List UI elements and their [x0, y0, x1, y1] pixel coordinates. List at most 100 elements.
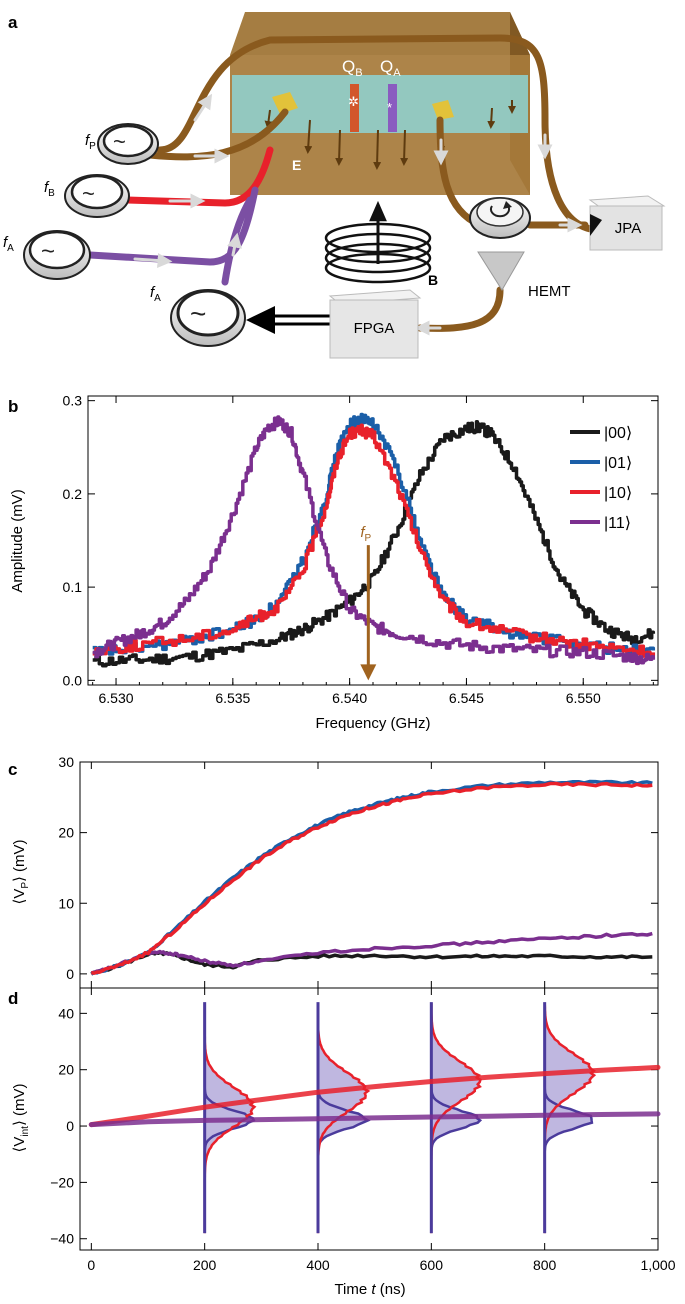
series-line-d — [88, 1064, 661, 1128]
series-line-b — [92, 423, 656, 658]
panel-label-c: c — [8, 760, 17, 779]
x-tick-label-b: 6.545 — [449, 690, 484, 706]
source-fp: ~ fP — [85, 123, 159, 165]
field-b-label: B — [428, 272, 438, 288]
x-tick-label-d: 0 — [87, 1257, 95, 1273]
y-tick-label-d: −40 — [50, 1231, 74, 1247]
sine-wave-icon: ~ — [113, 129, 126, 154]
qubit-a-label: QA — [380, 57, 401, 79]
y-tick-label-b: 0.3 — [63, 393, 83, 409]
x-axis-label-b: Frequency (GHz) — [315, 715, 430, 732]
cavity-box: ✲ * E QB QA — [230, 12, 530, 195]
cable-hemt-fpga — [416, 286, 504, 332]
circulator — [469, 197, 531, 239]
hemt-amplifier: HEMT — [477, 251, 571, 300]
cable-top-loop — [156, 34, 604, 234]
legend-label-b: |11⟩ — [604, 515, 631, 532]
fp-marker-label: fP — [360, 524, 371, 544]
x-axis-label-d: Time t (ns) — [334, 1281, 405, 1298]
circulator-arrow-icon — [490, 205, 510, 218]
fp-marker: fP — [360, 524, 377, 681]
y-tick-label-c: 10 — [58, 895, 74, 911]
y-tick-label-d: 0 — [66, 1118, 74, 1134]
hemt-label: HEMT — [528, 283, 571, 300]
legend-label-b: |00⟩ — [604, 425, 632, 442]
series-line-c — [90, 950, 653, 976]
panel-b-chart: b 6.530 6.535 6.540 6.545 6.5500.00.10.20.3 … — [8, 393, 659, 732]
jpa-port-icon — [590, 214, 602, 236]
source-fb-label: fB — [44, 179, 55, 199]
x-tick-label-b: 6.540 — [332, 690, 367, 706]
sine-wave-icon: ~ — [41, 238, 55, 265]
jpa-label: JPA — [615, 220, 641, 237]
x-tick-label-b: 6.550 — [566, 690, 601, 706]
series-line-b — [92, 420, 656, 668]
sine-wave-icon: ~ — [82, 181, 95, 206]
fpga-box: FPGA — [328, 289, 422, 359]
x-tick-label-b: 6.535 — [215, 690, 250, 706]
source-fb: ~ fB — [44, 174, 130, 218]
fp-marker-arrowhead — [360, 664, 377, 681]
y-tick-label-c: 30 — [58, 754, 74, 770]
y-tick-label-b: 0.0 — [63, 672, 83, 688]
legend-b: |00⟩ |01⟩ |10⟩ |11⟩ — [570, 425, 632, 532]
source-fa: ~ fA — [3, 230, 91, 280]
x-tick-label-d: 200 — [193, 1257, 217, 1273]
electric-field-arrows — [264, 100, 516, 170]
series-line-c — [91, 781, 653, 975]
series-c — [90, 779, 653, 976]
sine-wave-icon: ~ — [190, 298, 206, 329]
panel-label-b: b — [8, 397, 18, 416]
tick-marks-b: 6.530 6.535 6.540 6.545 6.550 0.0 0.1 0.2 0.3 — [63, 393, 658, 706]
series-line-c — [91, 931, 653, 975]
y-tick-label-d: −20 — [50, 1174, 74, 1190]
source-fb-face — [70, 174, 124, 210]
series-d — [88, 1064, 661, 1128]
fpga-label: FPGA — [354, 320, 395, 337]
source-fa-2: ~ fA — [150, 284, 246, 347]
qubit-a-junction-icon: * — [387, 100, 392, 115]
series-line-b — [92, 415, 656, 666]
y-axis-label-c: ⟨VP⟩ (mV) — [11, 839, 31, 904]
source-fa-face — [28, 230, 86, 270]
qubit-a-chip — [388, 84, 397, 132]
legend-label-b: |10⟩ — [604, 485, 632, 502]
feedback-arrow-head — [246, 306, 275, 334]
x-tick-label-d: 400 — [306, 1257, 330, 1273]
panel-label-d: d — [8, 989, 18, 1008]
field-e-label: E — [292, 157, 301, 173]
qubit-b-junction-icon: ✲ — [348, 94, 359, 109]
series-line-c — [90, 779, 653, 976]
plot-frame-d — [79, 987, 659, 1251]
output-port-connector — [432, 100, 454, 120]
panel-label-a: a — [8, 13, 18, 32]
y-tick-label-c: 20 — [58, 825, 74, 841]
arrow-cable-5 — [227, 232, 242, 257]
arrow-cable-4 — [133, 253, 173, 268]
y-tick-label-d: 40 — [58, 1005, 74, 1021]
fp-marker-label-sub: P — [364, 533, 371, 544]
y-axis-label-d: ⟨Vint⟩ (mV) — [11, 1084, 31, 1153]
source-fa-2-face — [176, 289, 240, 337]
series-b — [92, 412, 656, 668]
cavity-top-face — [230, 12, 530, 55]
qubit-b-chip — [350, 84, 359, 132]
series-line-d — [88, 1111, 661, 1128]
panel-c-chart: c 0 10 20 30 ⟨VP⟩ (mV) — [8, 754, 659, 989]
qubit-b-label: QB — [342, 57, 363, 79]
source-fa-2-label: fA — [150, 284, 161, 304]
feedback-arrow — [246, 306, 330, 334]
jpa-box: JPA — [588, 195, 666, 251]
arrow-cable-1 — [193, 93, 213, 122]
legend-label-b: |01⟩ — [604, 455, 632, 472]
series-line-b — [92, 412, 656, 656]
input-port-connector — [272, 92, 298, 114]
x-tick-label-d: 600 — [420, 1257, 444, 1273]
x-tick-label-d: 1,000 — [640, 1257, 675, 1273]
cables — [86, 34, 604, 336]
source-fp-label: fP — [85, 132, 96, 152]
y-tick-label-b: 0.1 — [63, 579, 83, 595]
